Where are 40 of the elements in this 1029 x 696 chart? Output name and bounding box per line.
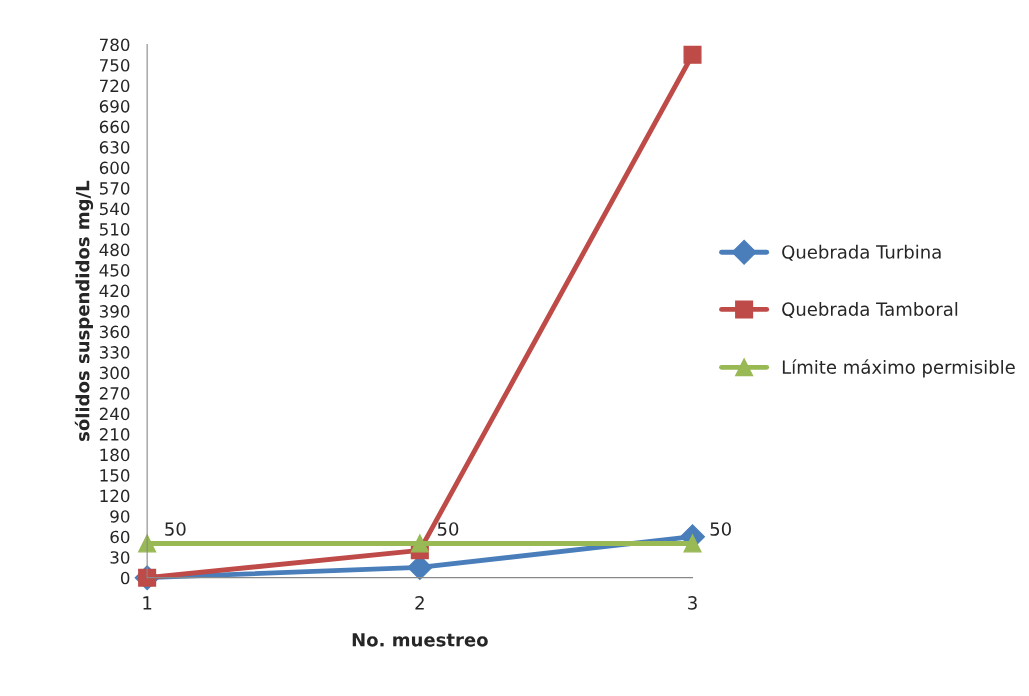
data-label: 50 [710,522,731,536]
y-tick-label: 570 [99,182,130,195]
y-tick-label: 0 [120,571,130,585]
y-tick-label: 240 [99,407,130,421]
x-tick-label: 2 [415,596,424,610]
y-tick-label: 420 [99,284,130,298]
x-axis-title: No. muestreo [352,633,488,647]
data-label: 50 [437,522,459,536]
y-tick-label: 750 [100,59,130,72]
y-tick-label: 120 [100,489,130,503]
x-tick-label: 3 [688,596,697,610]
y-tick-label: 480 [99,243,130,257]
y-tick-label: 270 [99,387,130,400]
y-tick-label: 510 [99,223,130,236]
y-tick-label: 60 [110,530,130,544]
legend-label: Límite máximo permisible [782,359,1015,378]
y-tick-label: 150 [100,469,130,482]
y-tick-label: 720 [100,79,130,93]
point [410,534,429,553]
y-tick-label: 690 [99,100,130,113]
y-tick-label: 90 [110,510,130,523]
legend-label: Quebrada Turbina [782,244,941,261]
y-tick-label: 30 [110,551,130,564]
y-tick-label: 300 [99,366,130,380]
y-tick-label: 630 [99,141,130,154]
y-tick-label: 180 [100,448,130,462]
point [683,45,702,64]
y-tick-label: 360 [99,325,130,339]
y-tick-label: 450 [99,264,130,277]
y-tick-label: 600 [99,161,130,175]
data-label: 50 [165,522,186,536]
y-tick-label: 390 [99,305,130,318]
x-tick-label: 1 [143,596,152,610]
y-tick-label: 540 [99,202,130,216]
y-axis-title: sólidos suspendidos mg/L [74,180,94,441]
y-tick-label: 330 [99,346,130,359]
y-tick-label: 210 [99,428,130,441]
legend-label: Quebrada Tamboral [782,302,958,319]
y-tick-label: 780 [100,38,130,52]
y-tick-label: 660 [99,120,130,134]
